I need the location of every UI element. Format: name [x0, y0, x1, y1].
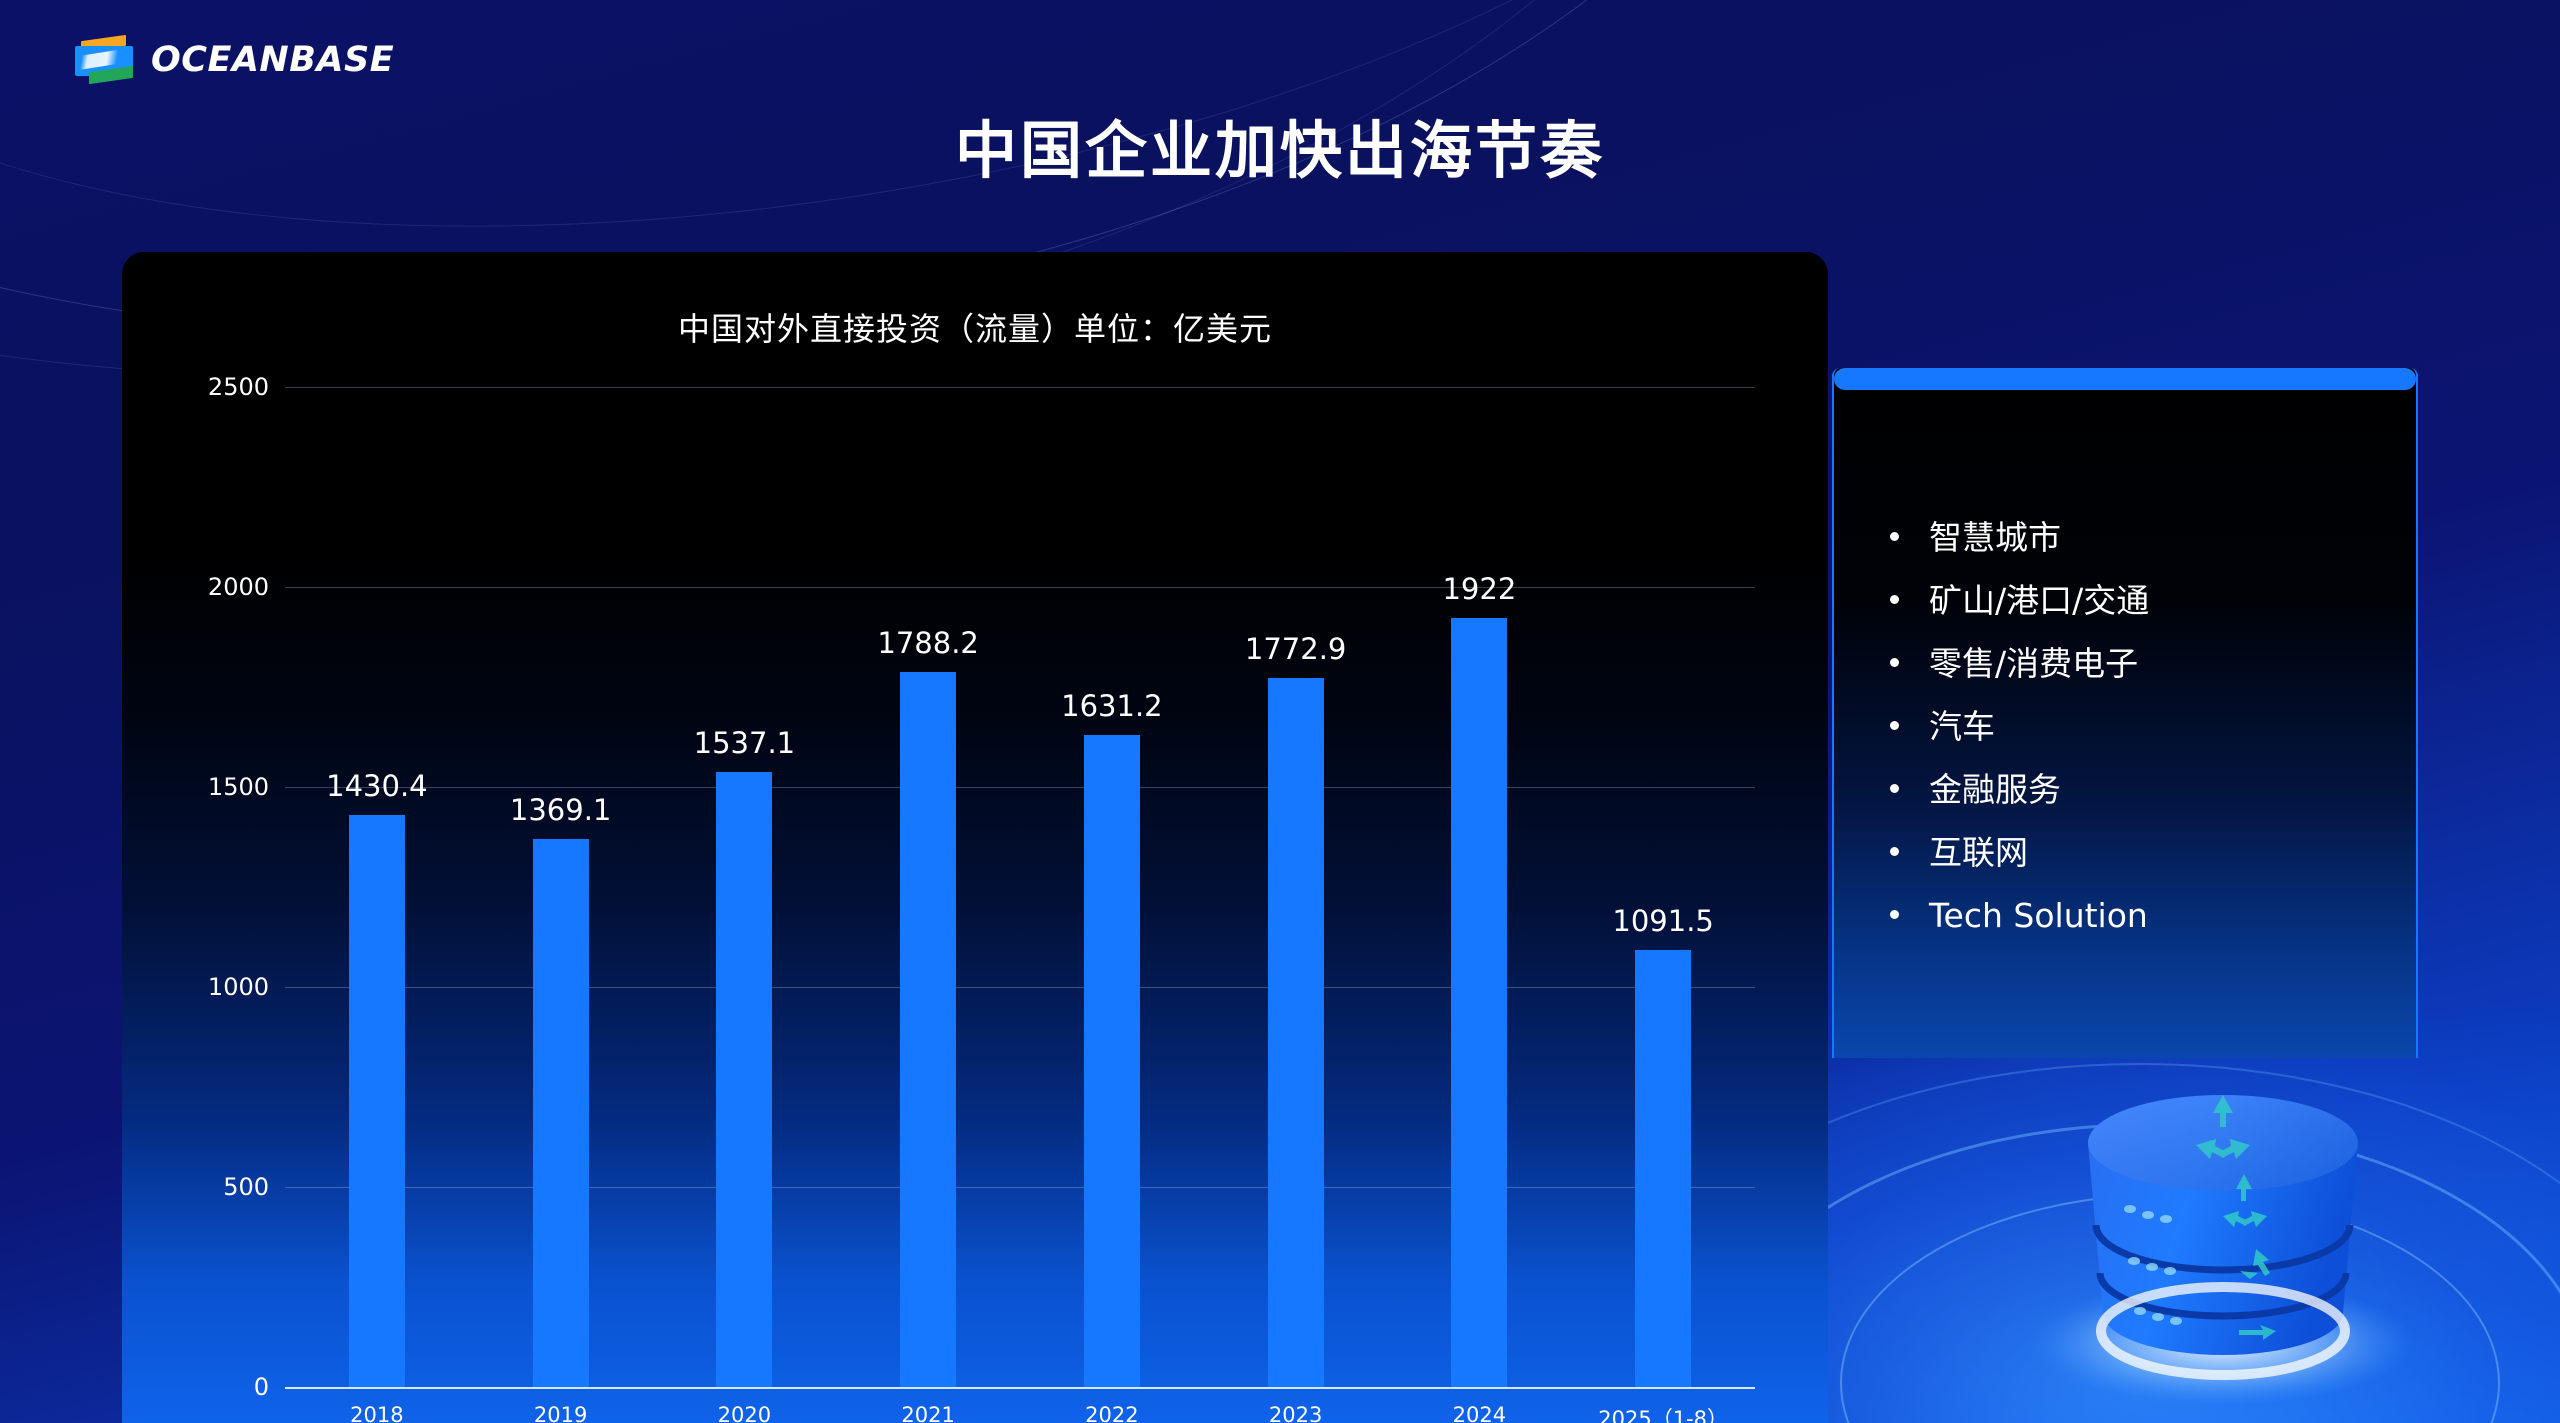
- list-item[interactable]: 互联网: [1890, 821, 2392, 884]
- x-axis-tick-label: 2021: [901, 1403, 955, 1423]
- bar-column[interactable]: 1788.2 2021: [877, 626, 978, 1423]
- bar-value-label: 1922: [1442, 572, 1517, 607]
- y-axis-tick-label: 2500: [207, 373, 269, 401]
- list-item-label: 互联网: [1929, 833, 2028, 872]
- bar-value-label: 1788.2: [877, 625, 979, 660]
- x-axis-tick-label: 2020: [717, 1403, 772, 1423]
- brand-logo: OCEANBASE: [75, 34, 395, 85]
- bar-value-label: 1537.1: [693, 726, 796, 761]
- bar[interactable]: [348, 814, 405, 1387]
- bar[interactable]: [1635, 950, 1692, 1387]
- list-item-label: 金融服务: [1929, 770, 2061, 809]
- list-item[interactable]: 金融服务: [1890, 758, 2392, 821]
- glow-orbit-ring-mid: [1710, 1123, 2560, 1423]
- y-axis-tick-label: 0: [253, 1373, 269, 1401]
- bar[interactable]: [1083, 734, 1140, 1387]
- x-axis-tick-label: 2025（1-8）: [1598, 1407, 1728, 1423]
- list-item-label: 矿山/港口/交通: [1929, 581, 2150, 620]
- bullet-dot-icon: [1890, 847, 1899, 856]
- bar[interactable]: [716, 772, 773, 1387]
- bullet-dot-icon: [1890, 721, 1899, 730]
- gridline: [285, 387, 1755, 388]
- chart-panel: 中国对外直接投资（流量）单位：亿美元 0 500 1000 1500 2000 2500 1…: [122, 252, 1828, 1423]
- list-item[interactable]: 汽车: [1890, 695, 2392, 758]
- brand-logo-text: OCEANBASE: [151, 40, 395, 80]
- bar-column[interactable]: 1631.2 2022: [1061, 689, 1162, 1423]
- list-item-label: 汽车: [1929, 707, 1995, 746]
- y-axis-tick-label: 1000: [207, 973, 269, 1001]
- bar[interactable]: [1267, 677, 1324, 1387]
- bar-value-label: 1430.4: [326, 768, 428, 803]
- bullet-dot-icon: [1890, 595, 1899, 604]
- gridline: [285, 1387, 1755, 1389]
- x-axis-tick-label: 2024: [1452, 1403, 1507, 1423]
- database-cylinder-graphic: [2033, 1095, 2413, 1405]
- bar[interactable]: [900, 671, 957, 1387]
- x-axis-tick-label: 2019: [533, 1403, 588, 1423]
- bar-column[interactable]: 1091.5 2025（1-8）: [1598, 904, 1728, 1423]
- gridline: [285, 787, 1755, 788]
- bar-value-label: 1772.9: [1244, 631, 1347, 666]
- list-item-label: Tech Solution: [1929, 896, 2148, 935]
- page-title: 中国企业加快出海节奏: [954, 114, 1605, 187]
- oceanbase-logo-icon: [75, 34, 133, 85]
- x-axis-tick-label: 2018: [350, 1403, 404, 1423]
- capability-list-panel: 智慧城市矿山/港口/交通 零售/消费电子 汽车金融服务互联网 Tech Solutio…: [1832, 368, 2418, 1058]
- list-item[interactable]: 矿山/港口/交通: [1890, 569, 2392, 632]
- bullet-dot-icon: [1890, 784, 1899, 793]
- bar-value-label: 1091.5: [1612, 904, 1714, 939]
- gridline: [285, 587, 1755, 588]
- gridline: [285, 987, 1755, 988]
- bar-value-label: 1369.1: [509, 793, 612, 828]
- chart-title: 中国对外直接投资（流量）单位：亿美元: [677, 310, 1272, 348]
- bullet-dot-icon: [1890, 658, 1899, 667]
- list-item-label: 零售/消费电子: [1929, 644, 2139, 683]
- bar[interactable]: [532, 839, 589, 1387]
- y-axis-tick-label: 1500: [207, 773, 269, 801]
- y-axis-tick-label: 2000: [207, 573, 269, 601]
- list-item[interactable]: 零售/消费电子: [1890, 632, 2392, 695]
- bar-column[interactable]: 1537.1 2020: [694, 726, 795, 1423]
- x-axis-tick-label: 2022: [1085, 1403, 1139, 1423]
- bar-value-label: 1631.2: [1061, 688, 1163, 723]
- bar-column[interactable]: 1369.1 2019: [510, 793, 611, 1423]
- list-item-label: 智慧城市: [1929, 518, 2061, 557]
- bar-column[interactable]: 1922 2024: [1442, 572, 1516, 1423]
- glow-orbit-ring-inner: [1840, 1193, 2500, 1423]
- gridline: [285, 1187, 1755, 1188]
- panel-accent-bar: [1834, 368, 2416, 390]
- bar-column[interactable]: 1430.4 2018: [326, 769, 427, 1423]
- bar-chart-plot-area: 0 500 1000 1500 2000 2500 1430.4 2018 1369.1 2019…: [208, 373, 1755, 1423]
- list-item[interactable]: 智慧城市: [1890, 506, 2392, 569]
- bullet-dot-icon: [1890, 910, 1899, 919]
- bar-column[interactable]: 1772.9 2023: [1245, 632, 1346, 1423]
- bar[interactable]: [1451, 618, 1508, 1387]
- x-axis-tick-label: 2023: [1268, 1403, 1323, 1423]
- y-axis-tick-label: 500: [223, 1173, 269, 1201]
- list-item[interactable]: Tech Solution: [1890, 884, 2392, 947]
- bullet-dot-icon: [1890, 532, 1899, 541]
- capability-list: 智慧城市矿山/港口/交通 零售/消费电子 汽车金融服务互联网 Tech Solutio…: [1890, 506, 2392, 947]
